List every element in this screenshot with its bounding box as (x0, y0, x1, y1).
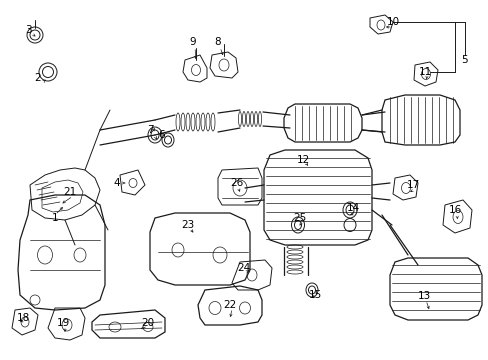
Text: 20: 20 (141, 318, 154, 328)
Text: 1: 1 (52, 213, 58, 223)
Text: 12: 12 (296, 155, 309, 165)
Text: 21: 21 (63, 187, 77, 197)
Text: 19: 19 (56, 318, 69, 328)
Text: 2: 2 (35, 73, 41, 83)
Text: 9: 9 (189, 37, 196, 47)
Text: 17: 17 (406, 180, 419, 190)
Text: 18: 18 (16, 313, 30, 323)
Text: 7: 7 (146, 125, 153, 135)
Text: 4: 4 (113, 178, 120, 188)
Text: 15: 15 (308, 290, 321, 300)
Text: 16: 16 (447, 205, 461, 215)
Text: 6: 6 (159, 130, 165, 140)
Text: 11: 11 (418, 67, 431, 77)
Text: 8: 8 (214, 37, 221, 47)
Text: 23: 23 (181, 220, 194, 230)
Text: 10: 10 (386, 17, 399, 27)
Text: 22: 22 (223, 300, 236, 310)
Text: 13: 13 (417, 291, 430, 301)
Text: 14: 14 (346, 203, 359, 213)
Text: 24: 24 (237, 263, 250, 273)
Text: 5: 5 (461, 55, 468, 65)
Text: 3: 3 (24, 25, 31, 35)
Text: 25: 25 (293, 213, 306, 223)
Text: 26: 26 (230, 178, 243, 188)
